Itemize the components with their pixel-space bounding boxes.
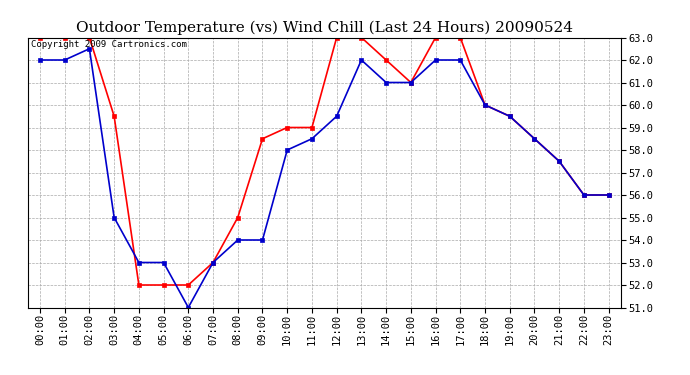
Text: Copyright 2009 Cartronics.com: Copyright 2009 Cartronics.com [30, 40, 186, 49]
Title: Outdoor Temperature (vs) Wind Chill (Last 24 Hours) 20090524: Outdoor Temperature (vs) Wind Chill (Las… [76, 21, 573, 35]
